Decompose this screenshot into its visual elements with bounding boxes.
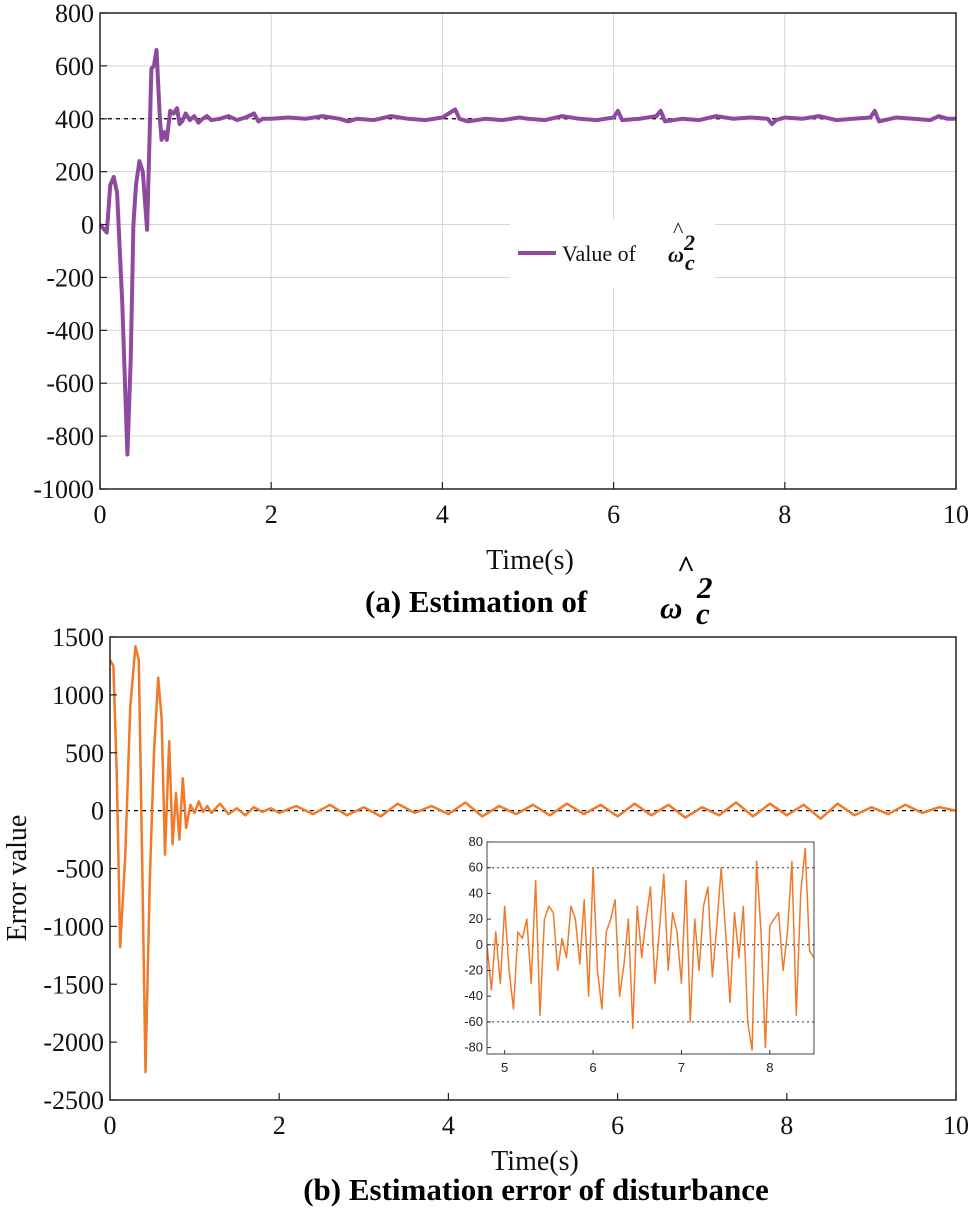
x-tick-label: 8 <box>778 500 791 529</box>
x-tick-label: 4 <box>436 500 449 529</box>
y-tick-label: 1500 <box>52 623 104 652</box>
y-tick-label: 0 <box>81 211 94 240</box>
y-tick-label: 400 <box>55 105 94 134</box>
y-tick-label: 1000 <box>52 681 104 710</box>
inset-x-tick-label: 7 <box>678 1060 685 1075</box>
panel-b-x-ticks: 0 2 4 6 8 10 <box>104 1093 969 1140</box>
panel-a-plot-frame <box>99 12 957 490</box>
inset-x-ticks: 5 6 7 8 <box>501 1050 773 1075</box>
inset-y-tick-label: -20 <box>464 962 483 977</box>
panel-b-y-ticks: 1500 1000 500 0 -500 -1000 -1500 -2000 -2500 <box>43 623 117 1115</box>
inset-y-tick-label: 40 <box>469 885 483 900</box>
panel-b-caption: (b) Estimation error of disturbance <box>303 1172 769 1207</box>
y-tick-label: -1000 <box>33 475 94 504</box>
x-tick-label: 0 <box>104 1111 117 1140</box>
caption-a-subscript: c <box>696 596 710 631</box>
inset-y-ticks: 80 60 40 20 0 -20 -40 -60 -80 <box>464 834 491 1055</box>
y-tick-label: -1000 <box>43 912 104 941</box>
inset-y-tick-label: 20 <box>469 911 483 926</box>
y-tick-label: -800 <box>46 422 94 451</box>
inset-y-tick-label: 0 <box>476 937 483 952</box>
panel-a-caption: (a) Estimation of ω ^ 2 c <box>365 549 713 631</box>
legend-label: Value of <box>562 241 637 266</box>
panel-b-inset: 80 60 40 20 0 -20 -40 -60 -80 5 6 7 8 <box>439 834 822 1080</box>
y-tick-label: 600 <box>55 52 94 81</box>
inset-frame <box>486 841 815 1055</box>
caption-a-hat: ^ <box>677 549 695 584</box>
x-tick-label: 10 <box>943 1111 969 1140</box>
x-tick-label: 4 <box>442 1111 455 1140</box>
inset-x-tick-label: 5 <box>501 1060 508 1075</box>
legend-hat: ^ <box>673 217 684 242</box>
x-tick-label: 10 <box>943 500 969 529</box>
x-tick-label: 2 <box>265 500 278 529</box>
inset-y-tick-label: 80 <box>469 834 483 849</box>
x-tick-label: 0 <box>94 500 107 529</box>
y-tick-label: 0 <box>91 797 104 826</box>
inset-y-tick-label: -80 <box>464 1040 483 1055</box>
inset-y-tick-label: 60 <box>469 860 483 875</box>
legend-superscript: 2 <box>683 230 695 255</box>
caption-a-text: (a) Estimation of <box>365 584 588 619</box>
y-tick-label: 500 <box>65 739 104 768</box>
y-tick-label: -2500 <box>43 1086 104 1115</box>
panel-a-legend: Value of ω ^ 2 c <box>510 217 715 288</box>
x-tick-label: 6 <box>607 500 620 529</box>
inset-y-tick-label: -40 <box>464 988 483 1003</box>
panel-b: 1500 1000 500 0 -500 -1000 -1500 -2000 -2500 0 2 4… <box>2 623 969 1207</box>
y-tick-label: -1500 <box>43 970 104 999</box>
x-tick-label: 2 <box>273 1111 286 1140</box>
x-tick-label: 6 <box>611 1111 624 1140</box>
y-tick-label: -2000 <box>43 1028 104 1057</box>
panel-b-y-label: Error value <box>2 815 33 942</box>
y-tick-label: -500 <box>56 855 104 884</box>
y-tick-label: 800 <box>55 0 94 28</box>
panel-a-x-ticks: 0 2 4 6 8 10 <box>94 482 969 529</box>
inset-series-line <box>486 847 815 1051</box>
panel-a: 800 600 400 200 0 -200 -400 -600 -800 -1000 0 2 4 6 8… <box>33 0 969 631</box>
panel-a-y-ticks: 800 600 400 200 0 -200 -400 -600 -800 -1000 <box>33 0 107 504</box>
x-tick-label: 8 <box>780 1111 793 1140</box>
caption-a-omega-symbol: ω <box>660 590 682 625</box>
panel-b-x-label: Time(s) <box>491 1146 579 1177</box>
panel-a-x-label: Time(s) <box>486 545 574 576</box>
caption-a-superscript: 2 <box>696 570 713 605</box>
panel-a-series-line <box>98 48 956 457</box>
inset-x-tick-label: 6 <box>589 1060 596 1075</box>
inset-y-tick-label: -60 <box>464 1014 483 1029</box>
y-tick-label: -600 <box>46 369 94 398</box>
legend-subscript: c <box>685 250 695 275</box>
inset-x-tick-label: 8 <box>766 1060 773 1075</box>
y-tick-label: 200 <box>55 158 94 187</box>
y-tick-label: -200 <box>46 263 94 292</box>
panel-b-series-line <box>108 645 957 1074</box>
legend-omega-symbol: ω <box>668 242 684 267</box>
y-tick-label: -400 <box>46 316 94 345</box>
